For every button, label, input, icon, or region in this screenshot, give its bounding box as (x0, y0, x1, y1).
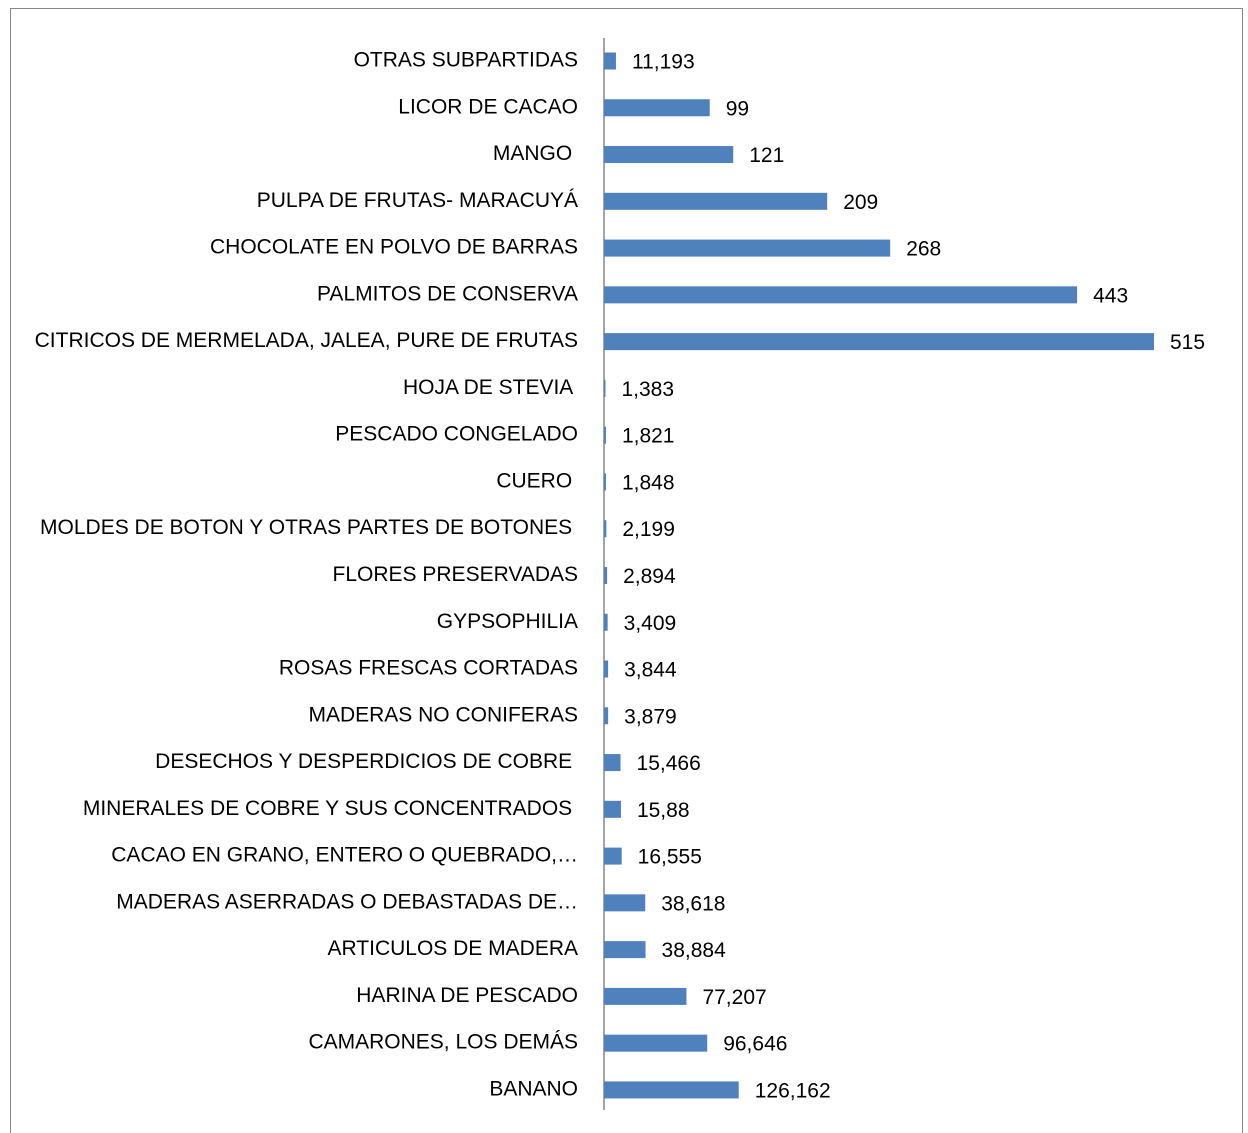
value-label: 268 (906, 238, 941, 261)
value-label: 38,618 (661, 892, 725, 915)
category-label: DESECHOS Y DESPERDICIOS DE COBRE (155, 750, 578, 773)
value-label: 15,88 (637, 799, 690, 822)
value-label: 38,884 (662, 939, 727, 962)
category-label: MANGO (493, 142, 578, 165)
value-label: 3,844 (624, 659, 677, 682)
category-label: LICOR DE CACAO (398, 95, 578, 118)
bar (604, 1034, 708, 1052)
value-label: 15,466 (637, 752, 701, 775)
value-label: 1,821 (622, 425, 675, 448)
bar (604, 192, 828, 210)
value-label: 515 (1170, 331, 1205, 354)
category-label: PULPA DE FRUTAS- MARACUYÁ (257, 189, 578, 212)
value-label: 209 (843, 191, 878, 214)
value-label: 2,199 (622, 518, 675, 541)
value-label: 2,894 (623, 565, 676, 588)
value-label: 1,848 (622, 471, 675, 494)
bar (604, 613, 608, 631)
category-label: CHOCOLATE EN POLVO DE BARRAS (210, 236, 578, 259)
bar (604, 941, 646, 959)
bar (604, 987, 687, 1005)
bar (604, 473, 606, 491)
bar (604, 146, 734, 164)
category-label: HARINA DE PESCADO (356, 984, 578, 1007)
category-label: HOJA DE STEVIA (403, 376, 578, 399)
category-label: MADERAS NO CONIFERAS (308, 703, 578, 726)
bar (604, 52, 616, 70)
category-label: ARTICULOS DE MADERA (328, 937, 579, 960)
value-label: 126,162 (755, 1079, 831, 1102)
value-label: 1,383 (621, 378, 674, 401)
bar (604, 707, 609, 725)
category-label: CITRICOS DE MERMELADA, JALEA, PURE DE FR… (35, 329, 578, 352)
value-label: 443 (1093, 284, 1128, 307)
bar (604, 566, 608, 584)
bar (604, 333, 1154, 351)
category-label: MINERALES DE COBRE Y SUS CONCENTRADOS (83, 797, 578, 820)
category-label: GYPSOPHILIA (437, 610, 578, 633)
value-label: 121 (749, 144, 784, 167)
bar (604, 239, 891, 257)
category-label: PALMITOS DE CONSERVA (317, 282, 578, 305)
category-label: CUERO (496, 469, 578, 492)
value-label: 3,409 (624, 612, 677, 635)
bar (604, 847, 622, 865)
category-label: BANANO (489, 1077, 578, 1100)
category-label: CAMARONES, LOS DEMÁS (308, 1031, 578, 1054)
bar (604, 520, 607, 538)
category-label: OTRAS SUBPARTIDAS (354, 49, 578, 72)
value-label: 16,555 (638, 846, 702, 869)
bar (604, 379, 606, 397)
value-label: 96,646 (723, 1033, 787, 1056)
bar (604, 660, 609, 678)
value-label: 11,193 (632, 51, 695, 74)
bar (604, 426, 606, 444)
bar (604, 754, 621, 772)
value-label: 3,879 (624, 705, 677, 728)
value-label: 77,207 (702, 986, 766, 1009)
value-label: 99 (726, 97, 749, 120)
category-label: CACAO EN GRANO, ENTERO O QUEBRADO,… (111, 844, 578, 867)
bar (604, 1081, 739, 1099)
bar (604, 99, 710, 117)
bar (604, 894, 646, 912)
category-label: ROSAS FRESCAS CORTADAS (279, 657, 578, 680)
category-label: MADERAS ASERRADAS O DEBASTADAS DE… (116, 890, 578, 913)
bar (604, 800, 621, 818)
bar (604, 286, 1078, 304)
category-label: PESCADO CONGELADO (335, 423, 578, 446)
category-label: MOLDES DE BOTON Y OTRAS PARTES DE BOTONE… (40, 516, 578, 539)
category-label: FLORES PRESERVADAS (333, 563, 578, 586)
